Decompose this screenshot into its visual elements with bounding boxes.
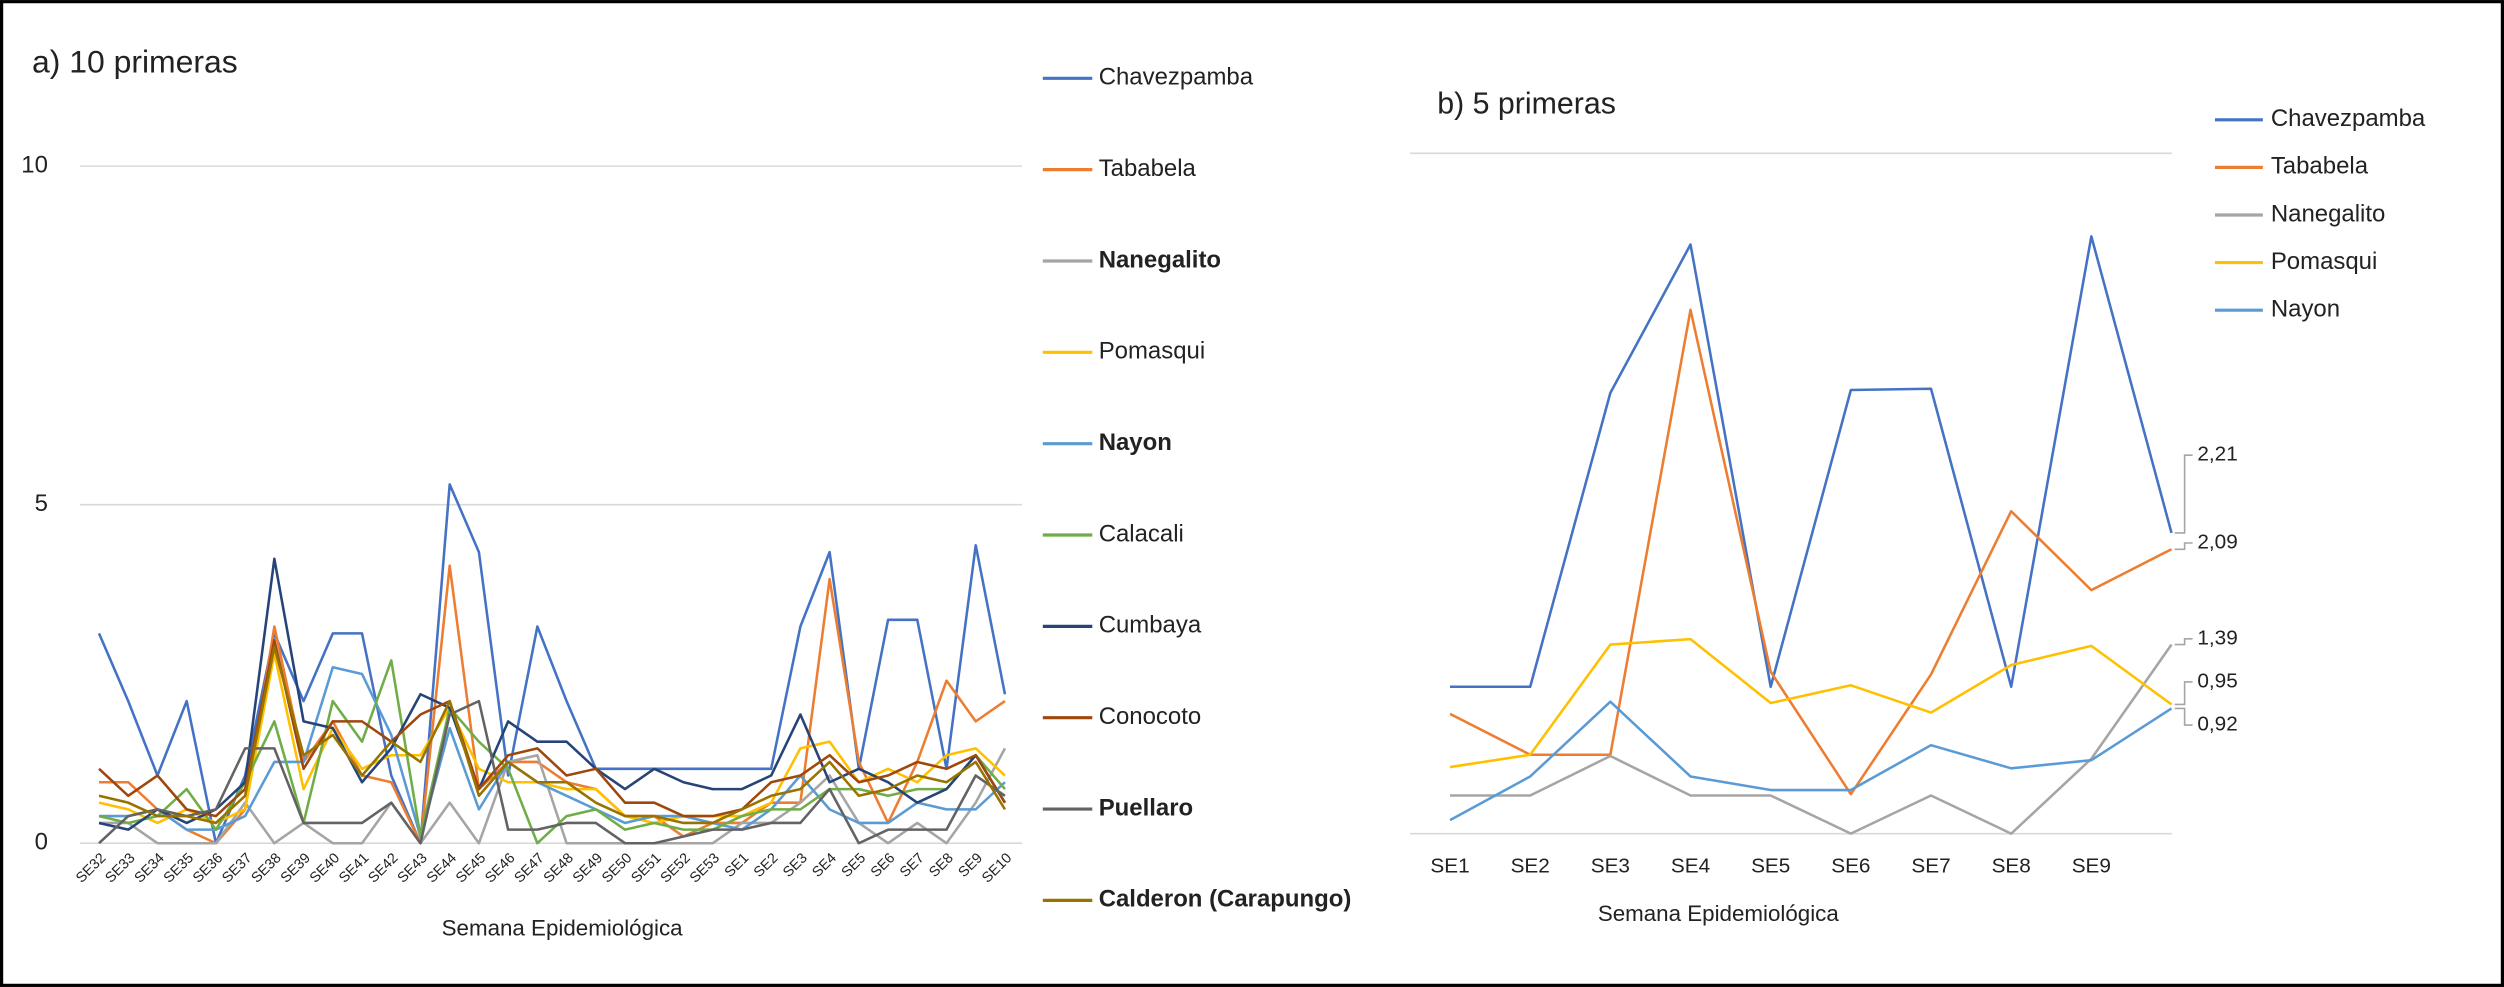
series-line xyxy=(98,638,1007,818)
series-line xyxy=(99,665,1006,838)
data-label: 0,92 xyxy=(2197,713,2237,736)
series-line xyxy=(1449,308,2173,796)
x-tick-label: SE5 xyxy=(1751,855,1790,878)
legend-label: Puellaro xyxy=(1099,794,1193,821)
x-tick-label: SE1 xyxy=(1430,855,1469,878)
label-leader xyxy=(2174,454,2193,534)
y-tick-label: 5 xyxy=(35,490,48,517)
series-line xyxy=(98,699,1006,845)
x-tick-label: SE4 xyxy=(1671,855,1710,878)
label-leader xyxy=(2174,681,2193,706)
legend-label: Calderon (Carapungo) xyxy=(1099,886,1352,913)
legend-label: Calacali xyxy=(1099,520,1184,547)
data-label: 0,95 xyxy=(2197,669,2237,692)
legend-label: Chavezpamba xyxy=(2271,105,2426,132)
data-label: 1,39 xyxy=(2197,626,2237,649)
legend-label: Chavezpamba xyxy=(1099,64,1254,91)
chart-title: b) 5 primeras xyxy=(1437,87,1616,120)
legend-label: Cumbaya xyxy=(1099,612,1202,639)
data-label: 2,09 xyxy=(2197,530,2237,553)
x-axis-title: Semana Epidemiológica xyxy=(442,915,684,940)
data-label: 2,21 xyxy=(2197,443,2237,466)
y-tick-label: 10 xyxy=(21,151,48,178)
x-tick-label: SE8 xyxy=(1992,855,2031,878)
legend-label: Nanegalito xyxy=(2271,200,2385,227)
x-tick-label: SE3 xyxy=(1591,855,1630,878)
legend-label: Nanegalito xyxy=(1099,246,1221,273)
series-line xyxy=(98,652,1006,825)
series-line xyxy=(1450,643,2173,835)
x-tick-label: SE6 xyxy=(1831,855,1870,878)
y-tick-label: 0 xyxy=(35,829,48,856)
series-line xyxy=(1449,700,2173,822)
series-line xyxy=(1450,235,2173,689)
x-axis-title: Semana Epidemiológica xyxy=(1598,901,1840,926)
label-leader xyxy=(2174,542,2193,551)
legend-label: Conocoto xyxy=(1099,703,1201,730)
legend-label: Nayon xyxy=(1099,429,1172,456)
series-line xyxy=(98,557,1007,831)
label-leader xyxy=(2174,707,2193,726)
x-tick-label: SE7 xyxy=(1911,855,1950,878)
legend-label: Tababela xyxy=(2271,153,2369,180)
series-line xyxy=(98,645,1007,825)
legend-label: Nayon xyxy=(2271,295,2340,322)
legend-label: Tababela xyxy=(1099,155,1197,182)
x-tick-label: SE9 xyxy=(2072,855,2111,878)
legend-label: Pomasqui xyxy=(1099,338,1205,365)
chart-title: a) 10 primeras xyxy=(32,43,238,79)
legend-label: Pomasqui xyxy=(2271,248,2377,275)
label-leader xyxy=(2174,638,2193,646)
x-tick-label: SE2 xyxy=(1511,855,1550,878)
series-line xyxy=(1449,637,2173,769)
